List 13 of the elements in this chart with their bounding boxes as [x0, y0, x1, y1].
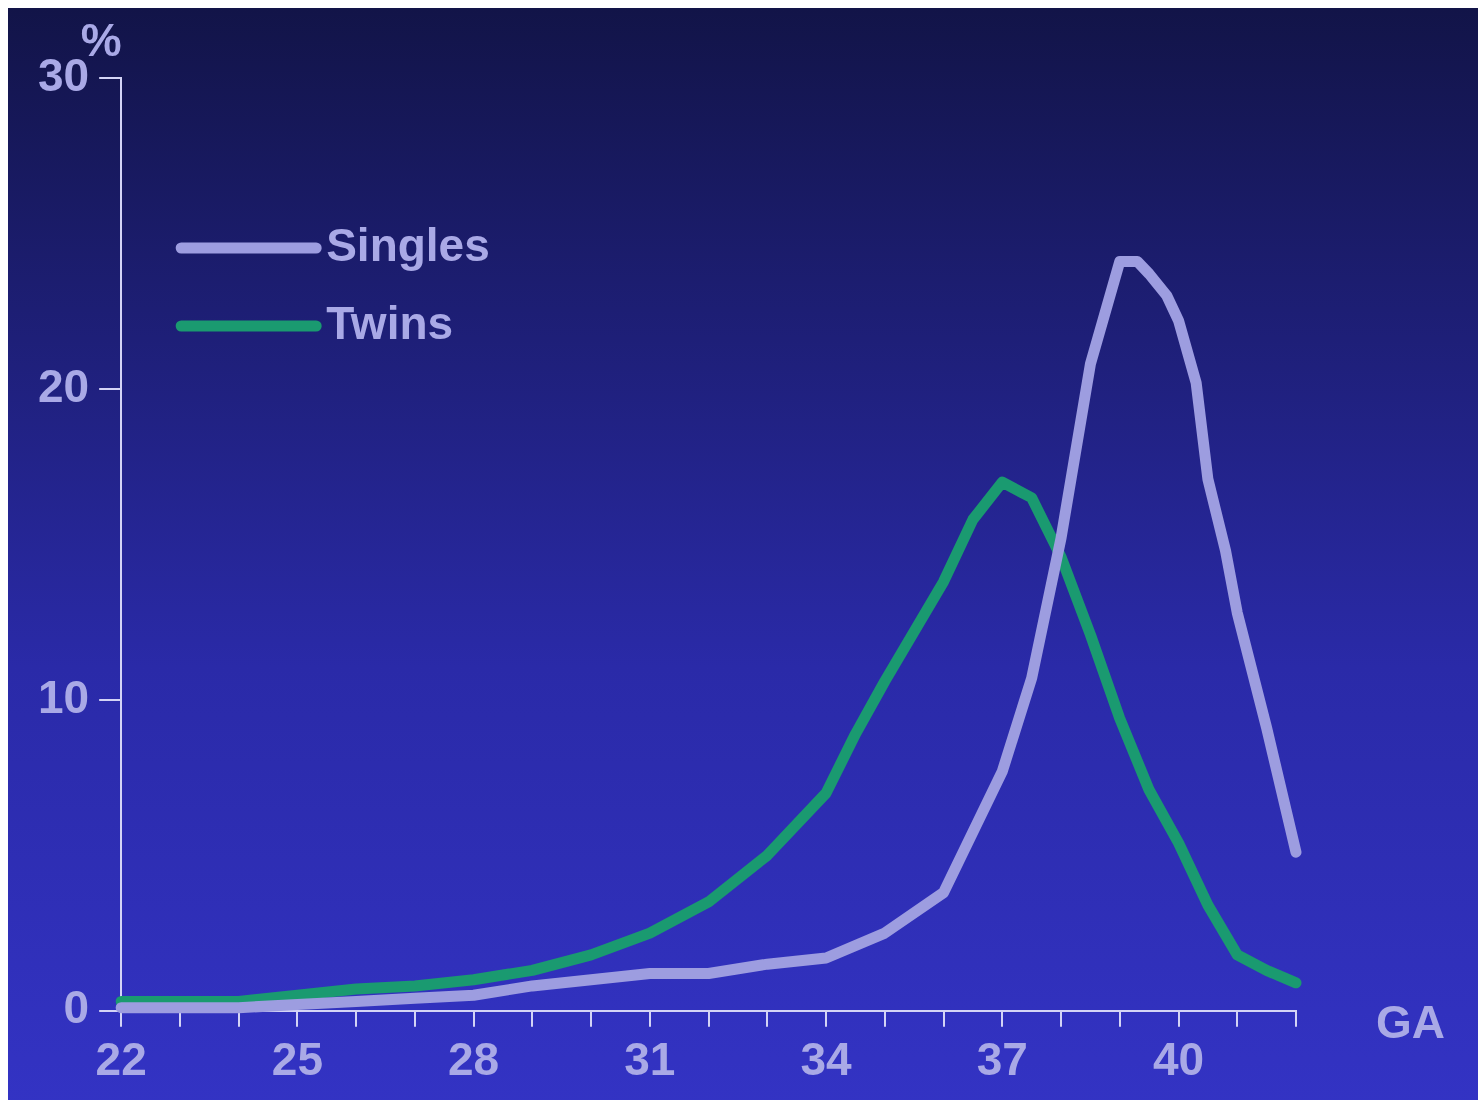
x-tick-label: 40: [1152, 1033, 1205, 1086]
x-tick-label: 22: [95, 1033, 147, 1086]
x-tick-label: 25: [271, 1033, 323, 1086]
y-tick-label: 20: [37, 359, 90, 412]
x-axis-title: GA: [1376, 996, 1445, 1049]
x-tick-label: 34: [800, 1033, 853, 1086]
x-tick-label: 37: [976, 1033, 1028, 1086]
x-tick-label: 31: [624, 1033, 676, 1086]
x-tick-label: 28: [448, 1033, 500, 1086]
legend-label: Twins: [326, 296, 454, 349]
y-tick-label: 10: [37, 670, 90, 723]
legend-label: Singles: [326, 218, 490, 271]
y-tick-label: 0: [63, 981, 90, 1034]
